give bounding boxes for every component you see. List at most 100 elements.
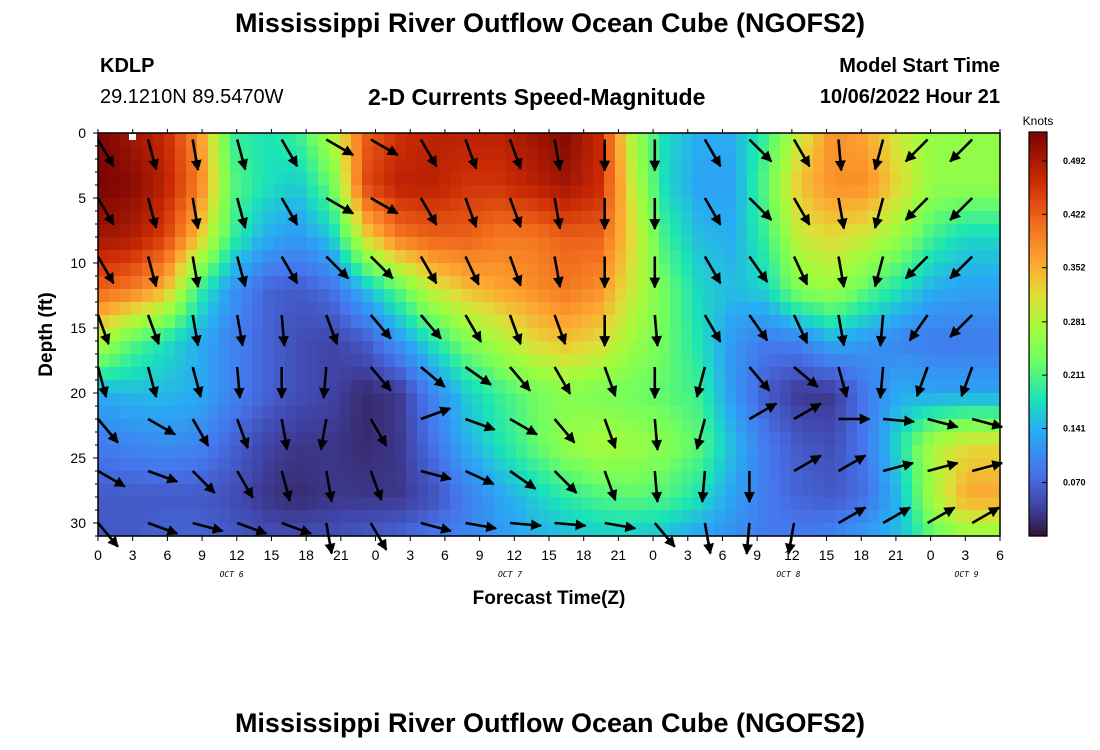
heatmap-cell (923, 315, 935, 329)
heatmap-cell (428, 523, 440, 537)
heatmap-cell (274, 445, 286, 459)
heatmap-cell (615, 523, 627, 537)
current-arrow (651, 314, 663, 347)
heatmap-cell (483, 211, 495, 225)
heatmap-cell (208, 419, 220, 433)
heatmap-cell (703, 380, 715, 394)
heatmap-cell (131, 341, 143, 355)
heatmap-cell (681, 315, 693, 329)
current-arrow (147, 469, 179, 484)
heatmap-cell (109, 341, 121, 355)
heatmap-cell (681, 198, 693, 212)
heatmap-cell (791, 497, 803, 511)
heatmap-cell (120, 406, 132, 420)
heatmap-cell (868, 510, 880, 524)
heatmap-cell (769, 341, 781, 355)
heatmap-cell (923, 497, 935, 511)
heatmap-cell (318, 276, 330, 290)
heatmap-cell (560, 510, 572, 524)
heatmap-cell (516, 458, 528, 472)
heatmap-cell (329, 510, 341, 524)
heatmap-cell (582, 224, 594, 238)
heatmap-cell (153, 237, 165, 251)
heatmap-cell (373, 224, 385, 238)
heatmap-cell (197, 185, 209, 199)
heatmap-cell (626, 471, 638, 485)
heatmap-cell (692, 211, 704, 225)
heatmap-cell (450, 276, 462, 290)
heatmap-cell (582, 419, 594, 433)
heatmap-cell (505, 328, 517, 342)
heatmap-cell (934, 484, 946, 498)
heatmap-cell (505, 315, 517, 329)
heatmap-cell (439, 419, 451, 433)
heatmap-cell (593, 224, 605, 238)
heatmap-cell (725, 497, 737, 511)
current-arrow (508, 256, 523, 287)
heatmap-cell (637, 419, 649, 433)
current-arrow (191, 470, 216, 494)
heatmap-cell (604, 133, 616, 147)
heatmap-cell (582, 146, 594, 160)
heatmap-cell (351, 419, 363, 433)
heatmap-cell (120, 263, 132, 277)
heatmap-cell (890, 250, 902, 264)
heatmap-cell (934, 250, 946, 264)
current-arrow (834, 139, 846, 172)
heatmap-cell (549, 445, 561, 459)
heatmap-cell (780, 380, 792, 394)
heatmap-cell (318, 328, 330, 342)
heatmap-cell (351, 484, 363, 498)
heatmap-cell (934, 302, 946, 316)
heatmap-cell (901, 484, 913, 498)
heatmap-cell (197, 523, 209, 537)
heatmap-cell (362, 224, 374, 238)
heatmap-cell (98, 315, 110, 329)
heatmap-cell (428, 419, 440, 433)
heatmap-cell (538, 328, 550, 342)
heatmap-cell (395, 510, 407, 524)
heatmap-cell (362, 432, 374, 446)
current-arrow (904, 197, 929, 221)
heatmap-cell (307, 237, 319, 251)
heatmap-cell (813, 497, 825, 511)
heatmap-cell (307, 315, 319, 329)
heatmap-cell (956, 341, 968, 355)
heatmap-cell (571, 133, 583, 147)
heatmap-cell (593, 432, 605, 446)
heatmap-cell (252, 432, 264, 446)
heatmap-cell (98, 250, 110, 264)
heatmap-cell (285, 328, 297, 342)
heatmap-cell (296, 224, 308, 238)
heatmap-cell (692, 354, 704, 368)
heatmap-cell (461, 523, 473, 537)
heatmap-cell (340, 341, 352, 355)
heatmap-cell (637, 445, 649, 459)
heatmap-cell (439, 172, 451, 186)
heatmap-cell (736, 406, 748, 420)
heatmap-cell (329, 354, 341, 368)
heatmap-cell (857, 471, 869, 485)
current-arrow (792, 197, 811, 226)
heatmap-cell (329, 289, 341, 303)
heatmap-cell (527, 471, 539, 485)
heatmap-cell (945, 354, 957, 368)
heatmap-cell (857, 432, 869, 446)
heatmap-cell (879, 341, 891, 355)
heatmap-cell (879, 367, 891, 381)
heatmap-cell (285, 185, 297, 199)
heatmap-cell (879, 146, 891, 160)
heatmap-cell (384, 302, 396, 316)
heatmap-cell (802, 341, 814, 355)
heatmap-cell (472, 289, 484, 303)
heatmap-cell (615, 458, 627, 472)
heatmap-cell (659, 471, 671, 485)
current-arrow (325, 196, 355, 215)
heatmap-cell (879, 484, 891, 498)
heatmap-cell (417, 237, 429, 251)
heatmap-cell (274, 198, 286, 212)
heatmap-cell (274, 237, 286, 251)
heatmap-cell (98, 406, 110, 420)
heatmap-cell (230, 341, 242, 355)
heatmap-cell (582, 250, 594, 264)
